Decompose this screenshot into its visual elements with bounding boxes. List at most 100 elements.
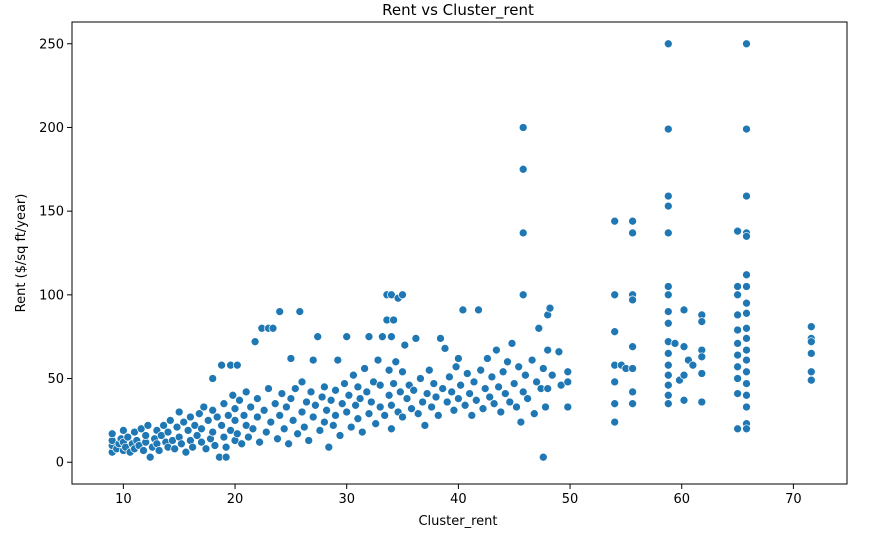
data-point: [208, 427, 218, 437]
data-point: [534, 323, 544, 333]
data-point: [420, 421, 430, 430]
data-point: [311, 400, 320, 410]
data-point: [503, 357, 512, 367]
data-point: [610, 216, 620, 226]
data-point: [380, 411, 390, 420]
data-point: [395, 387, 405, 397]
data-point: [208, 374, 218, 383]
data-point: [742, 270, 751, 280]
data-point: [353, 414, 363, 424]
data-point: [469, 377, 479, 387]
data-point: [433, 411, 443, 420]
data-point: [232, 360, 242, 370]
data-point: [275, 307, 285, 316]
data-point: [163, 427, 173, 437]
data-point: [416, 374, 425, 383]
data-point: [489, 399, 499, 409]
data-point: [456, 380, 465, 390]
data-point: [610, 327, 620, 337]
data-point: [165, 416, 175, 425]
data-point: [697, 352, 707, 362]
data-point: [333, 355, 343, 365]
data-point: [107, 429, 117, 439]
data-point: [487, 372, 497, 382]
data-point: [357, 427, 367, 437]
data-point: [342, 332, 352, 342]
y-tick-label: 100: [39, 288, 64, 303]
y-tick-label: 250: [39, 37, 64, 52]
data-point: [344, 390, 354, 400]
data-point: [253, 394, 262, 403]
data-point: [320, 382, 329, 392]
data-point: [315, 426, 325, 435]
data-point: [139, 446, 148, 455]
data-point: [244, 432, 253, 442]
data-point: [742, 39, 751, 49]
data-point: [266, 417, 276, 427]
data-point: [688, 360, 698, 370]
data-point: [742, 379, 751, 388]
data-point: [261, 427, 271, 437]
data-point: [663, 318, 673, 328]
data-point: [371, 419, 381, 429]
data-point: [389, 379, 398, 388]
data-point: [431, 392, 441, 402]
data-point: [212, 412, 222, 422]
data-point: [454, 394, 463, 403]
data-point: [545, 303, 555, 313]
data-point: [208, 405, 218, 415]
y-tick-label: 200: [39, 121, 64, 136]
data-point: [628, 342, 637, 352]
data-point: [628, 399, 637, 409]
data-point: [293, 429, 302, 439]
data-point: [628, 295, 637, 305]
data-point: [498, 367, 508, 377]
data-point: [355, 394, 365, 403]
data-point: [521, 370, 530, 380]
data-point: [427, 402, 436, 412]
x-tick-label: 30: [338, 492, 355, 507]
data-point: [742, 231, 751, 241]
data-point: [241, 387, 251, 397]
data-point: [679, 395, 689, 405]
data-point: [188, 442, 197, 452]
chart-title: Rent vs Cluster_rent: [382, 1, 534, 20]
data-point: [217, 421, 226, 430]
data-point: [451, 362, 461, 372]
x-tick-label: 60: [673, 492, 690, 507]
data-point: [373, 355, 383, 365]
y-tick-label: 150: [39, 205, 64, 220]
data-point: [806, 349, 816, 358]
data-point: [362, 387, 372, 397]
data-point: [259, 405, 269, 415]
data-point: [509, 379, 519, 388]
data-point: [485, 392, 495, 402]
data-point: [610, 417, 620, 427]
data-point: [282, 402, 291, 412]
data-point: [679, 342, 689, 352]
data-point: [697, 317, 707, 326]
data-point: [154, 446, 164, 455]
data-point: [742, 390, 751, 400]
data-point: [733, 424, 742, 434]
x-tick-label: 20: [227, 492, 244, 507]
data-point: [141, 431, 151, 440]
data-point: [398, 290, 407, 300]
data-point: [518, 123, 528, 132]
data-point: [217, 360, 226, 370]
data-point: [663, 399, 673, 409]
y-tick-label: 50: [47, 372, 64, 387]
data-point: [663, 307, 673, 316]
data-point: [697, 397, 707, 407]
data-point: [670, 339, 680, 348]
data-point: [733, 350, 742, 360]
data-point: [742, 367, 751, 377]
data-point: [538, 452, 548, 462]
data-point: [483, 354, 492, 363]
data-point: [563, 367, 573, 377]
plot-area-frame: [71, 21, 848, 485]
data-point: [194, 409, 204, 419]
data-point: [123, 432, 133, 442]
data-point: [458, 305, 468, 315]
